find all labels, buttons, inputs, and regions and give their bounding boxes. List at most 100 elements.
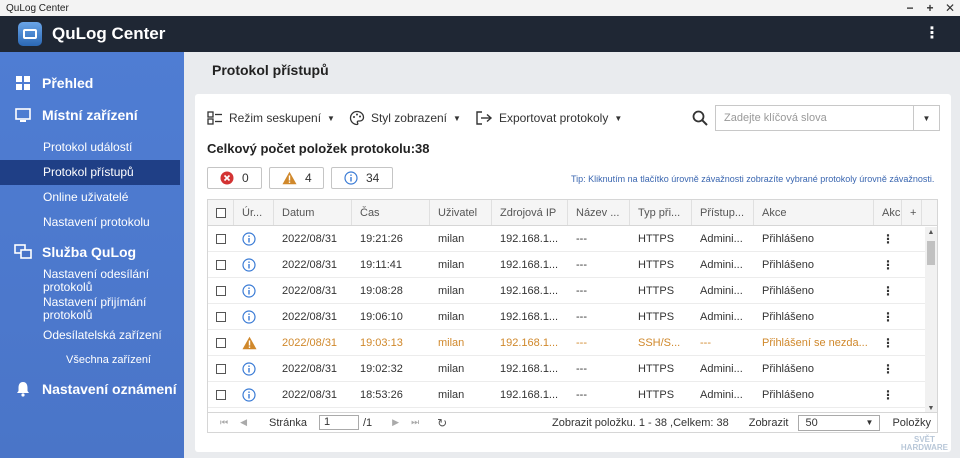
watermark-line: HARDWARE	[900, 443, 948, 452]
row-checkbox[interactable]	[208, 382, 234, 407]
export-logs-label: Exportovat protokoly	[498, 111, 609, 125]
page-size-select[interactable]: 50 ▼	[798, 414, 881, 431]
severity-warning-button[interactable]: 4	[269, 167, 324, 189]
cell-time: 19:21:26	[360, 232, 403, 245]
watermark-line: SVĚT	[913, 435, 935, 444]
sidebar-item-notification-settings[interactable]: Nastavení oznámení	[0, 374, 184, 404]
info-icon	[234, 304, 274, 329]
column-header-actions[interactable]: Akc	[874, 200, 902, 225]
row-checkbox[interactable]	[208, 356, 234, 381]
cell-source-ip: 192.168.1...	[500, 388, 559, 401]
first-page-icon[interactable]: ⏮	[220, 417, 229, 427]
next-page-icon[interactable]: ▶	[392, 417, 400, 427]
service-icon	[14, 243, 32, 261]
cell-type: HTTPS	[638, 310, 675, 323]
maximize-icon[interactable]: +	[926, 1, 934, 15]
select-all-checkbox[interactable]	[208, 200, 234, 225]
sidebar-item-local-devices[interactable]: Místní zařízení	[0, 100, 184, 130]
column-header-name[interactable]: Název ...	[568, 200, 630, 225]
table-row[interactable]: 2022/08/31 19:06:10 milan 192.168.1... --- HT…	[208, 304, 937, 330]
minimize-icon[interactable]: −	[906, 1, 914, 15]
cell-source-ip: 192.168.1...	[500, 232, 559, 245]
sidebar-item-sender-devices[interactable]: Odesílatelská zařízení	[43, 328, 162, 342]
column-header-level[interactable]: Úr...	[234, 200, 274, 225]
cell-user: milan	[438, 284, 465, 297]
cell-access: Admini...	[700, 310, 743, 323]
search-box: ▼	[715, 105, 940, 131]
severity-info-button[interactable]: 34	[331, 167, 393, 189]
prev-page-icon[interactable]: ◀	[240, 417, 248, 427]
row-actions-icon[interactable]: ⋮	[882, 361, 894, 376]
column-header-source-ip[interactable]: Zdrojová IP	[492, 200, 568, 225]
row-checkbox[interactable]	[208, 330, 234, 355]
column-header-user[interactable]: Uživatel	[430, 200, 492, 225]
row-actions-icon[interactable]: ⋮	[882, 387, 894, 402]
cell-access: Admini...	[700, 258, 743, 271]
table-scrollbar[interactable]: ▲ ▼	[925, 227, 937, 414]
column-header-action[interactable]: Akce	[754, 200, 874, 225]
search-icon[interactable]	[692, 110, 708, 129]
row-actions-icon[interactable]: ⋮	[882, 335, 894, 350]
severity-error-button[interactable]: 0	[207, 167, 262, 189]
warning-icon	[234, 330, 274, 355]
cell-date: 2022/08/31	[282, 310, 338, 323]
table-row[interactable]: 2022/08/31 19:21:26 milan 192.168.1... --- HT…	[208, 226, 937, 252]
row-checkbox[interactable]	[208, 252, 234, 277]
table-row[interactable]: 2022/08/31 19:08:28 milan 192.168.1... --- HT…	[208, 278, 937, 304]
refresh-icon[interactable]: ↻	[437, 415, 448, 430]
cell-access: ---	[700, 336, 711, 349]
table-row[interactable]: 2022/08/31 19:02:32 milan 192.168.1... --- HT…	[208, 356, 937, 382]
row-actions-icon[interactable]: ⋮	[882, 231, 894, 246]
page-size-value: 50	[805, 416, 818, 429]
sidebar-item-label: Nastavení přijímání	[43, 295, 147, 309]
sidebar-item-event-log[interactable]: Protokol událostí	[43, 140, 133, 154]
column-header-type[interactable]: Typ při...	[630, 200, 692, 225]
page-number-input[interactable]: 1	[318, 415, 359, 430]
row-checkbox[interactable]	[208, 304, 234, 329]
row-actions-icon[interactable]: ⋮	[882, 309, 894, 324]
warning-icon	[282, 171, 297, 185]
column-header-date[interactable]: Datum	[274, 200, 352, 225]
more-menu-icon[interactable]: ⋮	[924, 25, 940, 42]
cell-time: 19:08:28	[360, 284, 403, 297]
sidebar-item-all-devices[interactable]: Všechna zařízení	[66, 354, 151, 366]
close-icon[interactable]: ✕	[944, 1, 956, 15]
cell-user: milan	[438, 388, 465, 401]
cell-action: Přihlášení se nezda...	[762, 336, 868, 349]
row-checkbox[interactable]	[208, 278, 234, 303]
app-header: QuLog Center ⋮	[0, 16, 960, 52]
table-row[interactable]: 2022/08/31 18:53:26 milan 192.168.1... --- HT…	[208, 382, 937, 408]
sidebar-item-label: protokolů	[43, 280, 93, 294]
column-header-access[interactable]: Přístup...	[692, 200, 754, 225]
sidebar-item-label: Nastavení oznámení	[42, 381, 177, 397]
row-actions-icon[interactable]: ⋮	[882, 283, 894, 298]
sidebar-item-access-log[interactable]: Protokol přístupů	[0, 160, 180, 185]
chevron-down-icon: ▼	[327, 113, 335, 123]
cell-user: milan	[438, 258, 465, 271]
group-mode-button[interactable]: Režim seskupení ▼	[207, 111, 335, 125]
sidebar-item-receiver-settings[interactable]: Nastavení přijímání protokolů	[0, 295, 184, 323]
sidebar-item-overview[interactable]: Přehled	[0, 68, 184, 98]
table-row[interactable]: 2022/08/31 19:03:13 milan 192.168.1... --- SS…	[208, 330, 937, 356]
export-logs-button[interactable]: Exportovat protokoly ▼	[475, 110, 622, 126]
search-dropdown-icon[interactable]: ▼	[913, 106, 939, 130]
cell-action: Přihlášeno	[762, 284, 814, 297]
column-header-time[interactable]: Čas	[352, 200, 430, 225]
scroll-up-icon[interactable]: ▲	[927, 229, 935, 236]
add-column-button[interactable]: +	[902, 200, 922, 225]
search-input[interactable]	[716, 106, 913, 130]
scroll-down-icon[interactable]: ▼	[927, 405, 935, 412]
last-page-icon[interactable]: ⏭	[411, 417, 420, 427]
table-row[interactable]: 2022/08/31 19:11:41 milan 192.168.1... --- HT…	[208, 252, 937, 278]
pagination-bar: ⏮ ◀ Stránka 1 /1 ▶ ⏭ ↻ Zobrazit položku.…	[208, 412, 937, 432]
sidebar-item-online-users[interactable]: Online uživatelé	[43, 190, 129, 204]
row-checkbox[interactable]	[208, 226, 234, 251]
cell-action: Přihlášeno	[762, 258, 814, 271]
cell-user: milan	[438, 336, 465, 349]
scroll-thumb[interactable]	[927, 241, 935, 265]
sidebar-item-qulog-service[interactable]: Služba QuLog	[0, 237, 184, 267]
sidebar-item-log-settings[interactable]: Nastavení protokolu	[43, 215, 150, 229]
sidebar-item-sender-settings[interactable]: Nastavení odesílání protokolů	[0, 267, 184, 295]
row-actions-icon[interactable]: ⋮	[882, 257, 894, 272]
display-style-button[interactable]: Styl zobrazení ▼	[349, 110, 461, 126]
